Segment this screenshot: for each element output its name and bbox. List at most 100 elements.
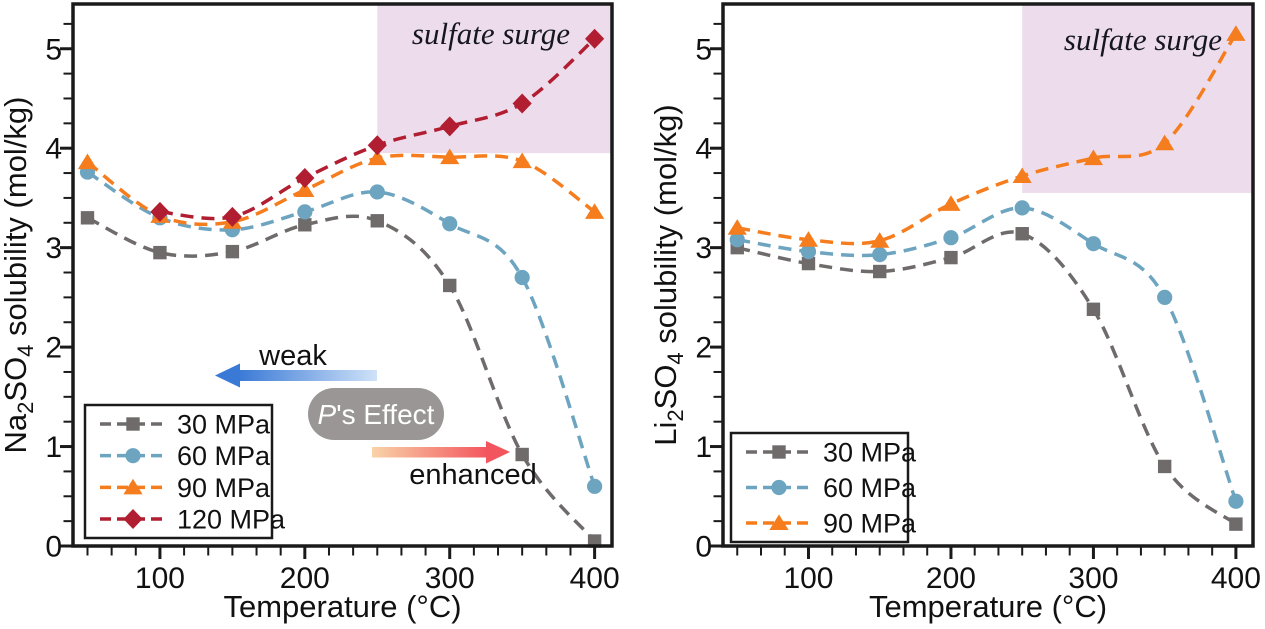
- point-120MPa-300: [440, 116, 460, 137]
- point-90MPa-200: [295, 181, 315, 197]
- x-tick-label: 400: [1211, 562, 1261, 595]
- series-line-60MPa: [86, 170, 597, 487]
- sulfate-surge-label: sulfate surge: [412, 16, 570, 51]
- legend-marker-square: [126, 417, 140, 431]
- x-tick-label: 200: [926, 562, 976, 595]
- y-tick-label: 0: [45, 531, 62, 564]
- legend-marker-diamond: [123, 509, 143, 529]
- na2so4-chart: 100 200 300 400 0 1 2 3 4 5 Temperature (°C) Na2SO4…: [0, 2, 620, 624]
- point-30MPa-150: [873, 264, 887, 279]
- legend-marker-circle: [125, 448, 141, 464]
- legend-marker-circle: [771, 479, 787, 496]
- y-tick-label: 2: [45, 332, 62, 365]
- plot-frame: [721, 2, 1255, 548]
- point-30MPa-300: [1086, 302, 1101, 317]
- y-tick-label: 3: [695, 232, 712, 265]
- point-60MPa-50: [729, 232, 745, 248]
- point-90MPa-400: [1226, 25, 1246, 41]
- point-60MPa-200: [297, 204, 313, 220]
- legend-label: 30 MPa: [177, 410, 271, 440]
- legend-box: [83, 403, 274, 540]
- point-30MPa-100: [153, 245, 167, 260]
- point-90MPa-300: [1083, 149, 1104, 166]
- weak-arrow-head: [215, 363, 240, 388]
- legend-label: 60 MPa: [177, 441, 271, 471]
- pressure-effect-pill: [308, 388, 444, 440]
- x-tick-label: 100: [135, 562, 185, 595]
- point-60MPa-250: [1014, 200, 1030, 216]
- point-90MPa-400: [585, 203, 605, 219]
- weak-label: weak: [258, 340, 327, 372]
- point-120MPa-250: [367, 135, 387, 156]
- y-tick-label: 1: [695, 431, 712, 464]
- point-120MPa-350: [512, 93, 532, 114]
- point-30MPa-300: [443, 278, 457, 293]
- series-line-30MPa: [736, 230, 1237, 526]
- point-60MPa-350: [1157, 289, 1173, 305]
- point-60MPa-200: [943, 230, 959, 246]
- sulfate-surge-region: [1022, 4, 1253, 193]
- pressure-effect-label: P's Effect: [318, 399, 435, 430]
- point-60MPa-300: [442, 216, 458, 232]
- x-tick-label: 400: [570, 562, 620, 595]
- y-tick-label: 5: [45, 33, 62, 66]
- y-tick-label: 1: [45, 431, 62, 464]
- point-60MPa-100: [800, 244, 817, 260]
- x-tick-label: 200: [280, 562, 330, 595]
- sulfate-surge-region: [377, 4, 612, 154]
- point-60MPa-400: [587, 478, 603, 494]
- enhanced-label: enhanced: [409, 459, 536, 491]
- point-60MPa-150: [872, 247, 888, 263]
- point-120MPa-200: [295, 168, 315, 189]
- point-90MPa-50: [77, 153, 98, 170]
- y-tick-label: 3: [45, 232, 62, 265]
- x-axis-title: Temperature (°C): [223, 589, 461, 624]
- point-60MPa-400: [1228, 493, 1244, 509]
- legend-marker-square: [772, 445, 786, 459]
- legend-label: 90 MPa: [823, 509, 917, 539]
- point-30MPa-100: [801, 256, 816, 271]
- y-tick-label: 2: [695, 332, 712, 365]
- legend-box: [729, 431, 910, 544]
- point-30MPa-200: [298, 218, 312, 232]
- y-tick-label: 0: [695, 531, 712, 564]
- point-30MPa-250: [370, 214, 384, 228]
- point-90MPa-350: [512, 152, 532, 169]
- point-120MPa-100: [150, 201, 170, 222]
- li2so4-chart: 100 200 300 400 0 1 2 3 4 5 Temperature (°C) Li2SO4…: [648, 2, 1261, 624]
- y-axis-title: Na2SO4 solubility (mol/kg): [0, 97, 38, 454]
- legend-label: 60 MPa: [823, 473, 917, 503]
- point-90MPa-50: [727, 219, 747, 235]
- weak-arrow-body: [238, 370, 377, 381]
- legend-label: 120 MPa: [177, 505, 286, 535]
- point-60MPa-250: [369, 184, 385, 200]
- y-tick-label: 5: [695, 33, 712, 66]
- legend-marker-triangle: [769, 514, 789, 530]
- plot-frame: [71, 2, 614, 548]
- legend-marker-triangle: [123, 478, 143, 495]
- legend-label: 30 MPa: [823, 438, 917, 468]
- point-90MPa-200: [941, 195, 961, 211]
- point-90MPa-300: [440, 148, 460, 165]
- point-60MPa-300: [1085, 236, 1102, 252]
- series-line-60MPa: [736, 206, 1238, 502]
- y-tick-label: 4: [695, 133, 712, 166]
- point-60MPa-350: [514, 269, 530, 286]
- point-30MPa-400: [1229, 517, 1243, 531]
- point-90MPa-100: [798, 231, 819, 247]
- x-tick-label: 300: [1068, 562, 1118, 595]
- enhanced-arrow-head: [486, 441, 510, 464]
- x-tick-label: 100: [783, 562, 833, 595]
- legend-label: 90 MPa: [177, 473, 271, 503]
- point-90MPa-250: [1012, 167, 1032, 184]
- point-90MPa-350: [1155, 134, 1175, 151]
- point-30MPa-50: [80, 211, 95, 225]
- x-tick-label: 300: [425, 562, 475, 595]
- point-30MPa-250: [1015, 227, 1029, 241]
- point-30MPa-200: [944, 250, 958, 265]
- point-30MPa-150: [225, 244, 240, 259]
- x-axis-title: Temperature (°C): [869, 589, 1107, 624]
- enhanced-arrow-body: [372, 447, 487, 458]
